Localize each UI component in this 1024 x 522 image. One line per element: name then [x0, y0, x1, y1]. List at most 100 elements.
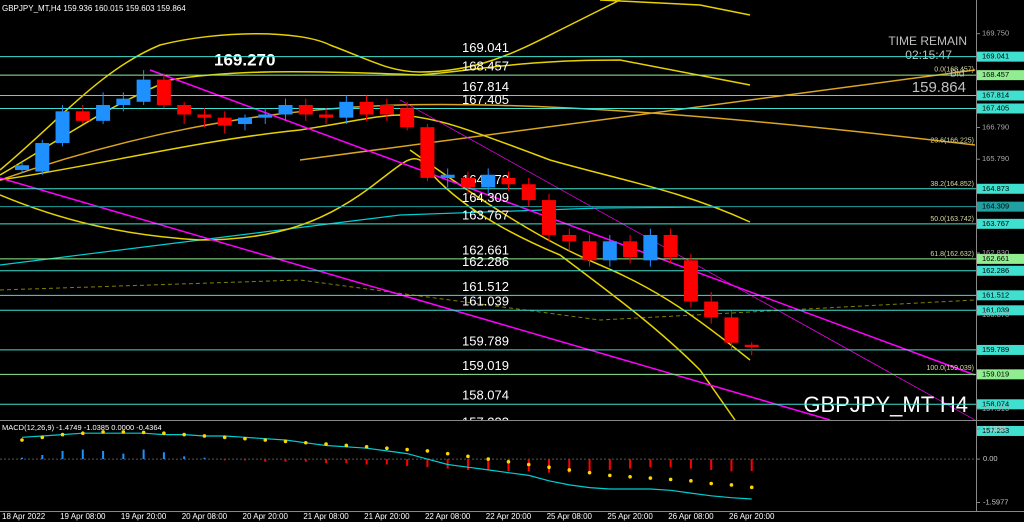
macd-bar	[588, 459, 591, 472]
fib-label: 38.2(164.852)	[930, 181, 974, 188]
axis-level-label: 159.019	[982, 369, 1009, 378]
candle-body	[298, 104, 313, 115]
y-tick-label: 1.1038	[983, 424, 1006, 433]
ma-line	[299, 69, 976, 161]
axis-level-label: 159.789	[982, 345, 1009, 354]
y-tick-label: 162.830	[982, 248, 1009, 257]
level-label: 168.457	[462, 59, 509, 74]
candle-body	[521, 184, 536, 201]
signal-dot	[162, 431, 166, 436]
signal-dot	[364, 445, 369, 449]
axis-level-label: 168.457	[982, 70, 1009, 79]
candle-body	[75, 111, 90, 121]
signal-dot	[202, 434, 207, 438]
axis-level-label: 162.661	[982, 254, 1009, 263]
axis-level-label: 167.814	[982, 91, 1009, 100]
signal-dot	[182, 432, 186, 437]
candle-body	[744, 344, 759, 348]
signal-dot	[709, 481, 713, 486]
macd-bar	[264, 459, 267, 462]
level-label: 157.233	[462, 414, 509, 429]
x-tick-label: 19 Apr 08:00	[60, 512, 106, 521]
level-label: 161.039	[462, 294, 509, 309]
axis-level-box	[977, 218, 1024, 229]
macd-bar	[385, 459, 388, 465]
macd-bar	[629, 459, 632, 469]
candle-body	[420, 127, 435, 178]
axis-level-label: 161.512	[982, 290, 1009, 299]
y-tick-label: -1.5977	[983, 497, 1008, 506]
fib-label: 0.0(168.457)	[934, 66, 974, 73]
candle-body	[156, 79, 171, 105]
fib-label: 61.8(162.632)	[930, 251, 974, 258]
bollinger-band	[599, 0, 751, 16]
candle-body	[217, 117, 232, 126]
macd-bar	[122, 453, 125, 460]
candle-body	[400, 108, 415, 128]
level-label: 164.309	[462, 190, 509, 205]
macd-bar	[61, 450, 64, 460]
candle-body	[55, 111, 70, 144]
time-remain-label: TIME REMAIN	[888, 34, 967, 48]
candle-body	[602, 241, 617, 261]
x-tick-label: 25 Apr 20:00	[607, 512, 653, 521]
axis-level-box	[977, 253, 1024, 264]
ma-line	[0, 279, 976, 321]
axis-level-box	[977, 201, 1024, 212]
signal-dot	[20, 438, 24, 442]
signal-dot	[567, 468, 572, 472]
axis-level-label: 167.405	[982, 103, 1009, 112]
macd-line	[21, 432, 752, 500]
axis-level-box	[977, 70, 1024, 81]
axis-level-box	[977, 344, 1024, 355]
level-label: 159.789	[462, 333, 509, 348]
level-label: 163.767	[462, 207, 509, 222]
candle-body	[116, 98, 131, 105]
candle-body	[177, 104, 192, 115]
candle-body	[481, 174, 496, 188]
candle-body	[582, 241, 597, 261]
macd-bar	[710, 459, 713, 470]
candle-body	[319, 114, 334, 118]
macd-bar	[345, 459, 348, 464]
signal-dot	[60, 432, 65, 437]
macd-bar	[608, 459, 611, 470]
y-tick-label: 169.750	[982, 29, 1009, 38]
macd-bar	[243, 459, 246, 461]
macd-bar	[446, 459, 449, 469]
signal-dot	[547, 465, 551, 470]
signal-dot	[405, 447, 409, 452]
macd-bar	[406, 459, 409, 466]
y-tick-label: 165.790	[982, 154, 1009, 163]
level-label: 161.512	[462, 279, 509, 294]
macd-bar	[689, 459, 692, 469]
axis-level-box	[977, 290, 1024, 301]
axis-level-label: 162.286	[982, 266, 1009, 275]
candle-body	[339, 101, 354, 118]
x-tick-label: 20 Apr 20:00	[243, 512, 289, 521]
macd-bar	[162, 452, 165, 460]
indicators	[0, 0, 976, 420]
candle-body	[278, 104, 293, 115]
axis-level-box	[977, 305, 1024, 316]
macd-bar	[81, 449, 84, 460]
axis-level-box	[977, 399, 1024, 410]
macd-bar	[41, 454, 44, 460]
candle-body	[440, 174, 455, 178]
signal-dot	[526, 462, 531, 467]
signal-dot	[101, 430, 105, 434]
axis-level-label: 164.873	[982, 184, 1009, 193]
macd-bar	[649, 459, 652, 468]
macd-bar	[507, 459, 510, 472]
candle-body	[96, 104, 111, 121]
axis-level-label: 157.233	[982, 426, 1009, 435]
signal-dot	[425, 449, 430, 453]
candle-body	[15, 165, 29, 170]
bollinger-band	[0, 158, 736, 420]
signal-dot	[749, 485, 754, 490]
axis-level-label: 169.041	[982, 52, 1009, 61]
macd-title: MACD(12,26,9) -1.4749 -1.0385 0.0000 -0.…	[2, 423, 162, 432]
signal-dot	[689, 479, 693, 483]
y-tick-label: 166.790	[982, 122, 1009, 131]
